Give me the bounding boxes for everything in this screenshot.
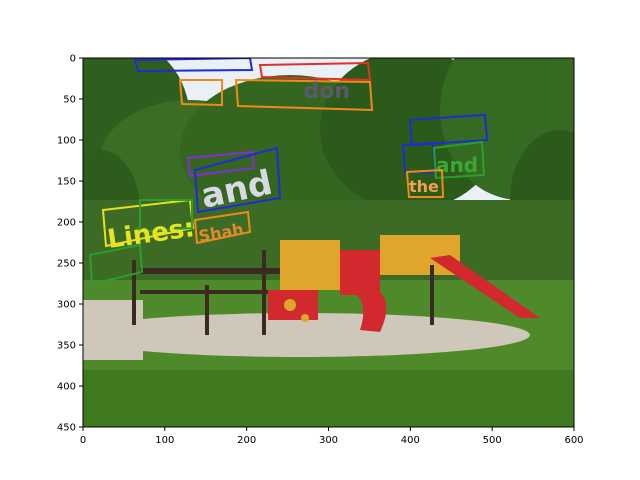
y-tick-label: 450 [57,423,76,434]
y-tick-label: 400 [57,382,76,393]
y-tick-label: 350 [57,341,76,352]
svg-text:uop: uop [303,80,350,105]
x-tick-label: 200 [237,435,256,446]
x-axis: 0 100 200 300 400 500 600 [80,427,584,446]
y-tick-label: 300 [57,300,76,311]
x-tick-label: 400 [401,435,420,446]
y-tick-label: 200 [57,218,76,229]
y-tick-label: 50 [63,95,76,106]
playground [132,235,540,335]
play-area-ground [83,313,530,357]
annotation-box [408,113,489,147]
annotation-box [133,58,254,73]
overlay-the: the [409,177,439,196]
photo [83,58,574,427]
annotation-box [178,79,223,107]
y-tick-label: 250 [57,259,76,270]
annotation-box [193,146,282,214]
annotation-box [139,199,193,234]
y-axis: 0 50 100 150 200 250 300 350 400 450 [57,54,83,434]
annotation-box [234,78,374,112]
y-tick-label: 100 [57,136,76,147]
annotation-box [405,168,445,198]
annotation-box [258,61,372,82]
y-tick-label: 0 [70,54,76,65]
annotation-box [432,140,486,180]
x-tick-label: 100 [155,435,174,446]
x-tick-label: 500 [483,435,502,446]
annotation-box [193,210,252,245]
x-tick-label: 300 [319,435,338,446]
y-tick-label: 150 [57,177,76,188]
x-tick-label: 600 [564,435,583,446]
x-tick-label: 0 [80,435,86,446]
annotation-box [186,150,256,178]
annotation-box [88,243,144,286]
